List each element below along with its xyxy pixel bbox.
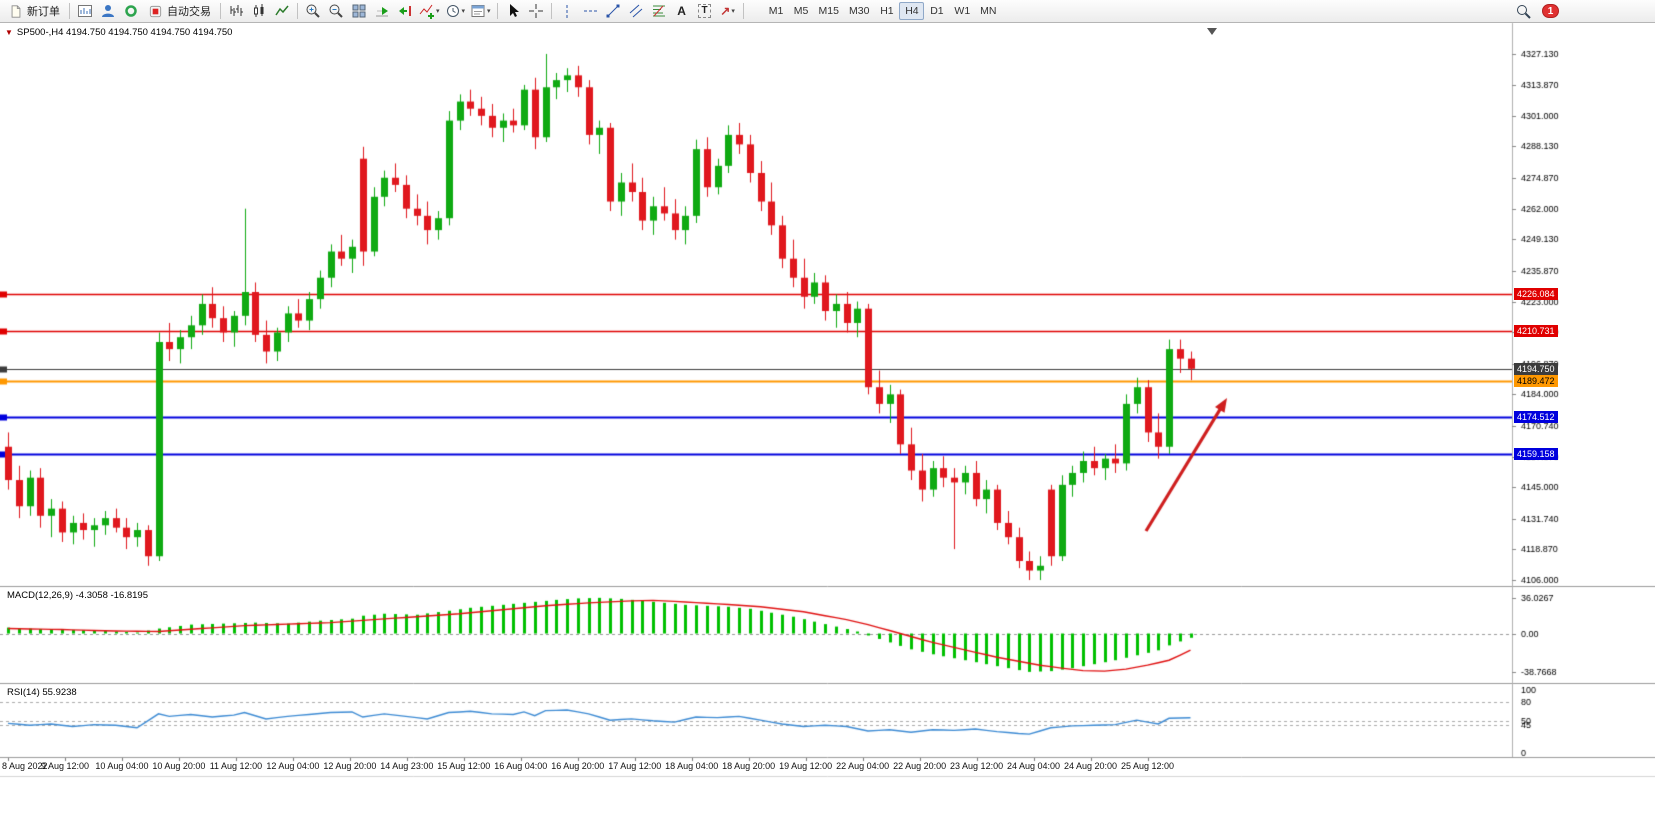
separator xyxy=(220,3,221,19)
charts-icon[interactable] xyxy=(74,1,96,21)
price-line-badge[interactable]: 4189.472 xyxy=(1514,375,1558,388)
separator xyxy=(297,3,298,19)
separator xyxy=(69,3,70,19)
price-line-badge[interactable]: 4226.084 xyxy=(1514,288,1558,301)
arrows-dropdown-caret[interactable]: ▾ xyxy=(731,7,735,15)
time-axis-label: 11 Aug 12:00 xyxy=(209,761,263,771)
time-axis-label: 17 Aug 12:00 xyxy=(608,761,662,771)
vertical-line-tool-icon[interactable] xyxy=(556,1,578,21)
new-order-button[interactable]: 新订单 xyxy=(4,1,65,21)
rsi-label: RSI(14) 55.9238 xyxy=(7,687,77,698)
templates-dropdown-caret[interactable]: ▾ xyxy=(487,7,491,15)
macd-label: MACD(12,26,9) -4.3058 -16.8195 xyxy=(7,590,148,601)
profile-icon[interactable] xyxy=(97,1,119,21)
time-axis-label: 9 Aug 12:00 xyxy=(40,761,89,771)
timeframe-button-m15[interactable]: M15 xyxy=(818,5,839,17)
label-tool-button[interactable]: T xyxy=(694,1,716,21)
chart-shift-marker[interactable] xyxy=(1207,28,1217,35)
templates-icon[interactable]: ▾ xyxy=(468,1,493,21)
new-order-label: 新订单 xyxy=(27,6,60,18)
auto-scroll-icon[interactable] xyxy=(371,1,393,21)
line-chart-type-icon[interactable] xyxy=(271,1,293,21)
price-line-badge[interactable]: 4210.731 xyxy=(1514,324,1558,337)
time-axis-label: 22 Aug 04:00 xyxy=(836,761,890,771)
price-line-badge[interactable]: 4159.158 xyxy=(1514,447,1558,460)
time-axis-label: 24 Aug 20:00 xyxy=(1063,761,1118,771)
indicators-icon[interactable]: ▾ xyxy=(417,1,442,21)
bar-chart-type-icon[interactable] xyxy=(225,1,247,21)
chart-window-icon: ▼ xyxy=(5,27,13,37)
timeframe-button-mn[interactable]: MN xyxy=(980,5,997,17)
time-axis-label: 12 Aug 20:00 xyxy=(323,761,377,771)
timeframe-button-h4[interactable]: H4 xyxy=(899,2,925,20)
text-tool-button[interactable]: A xyxy=(671,1,693,21)
time-axis-label: 12 Aug 04:00 xyxy=(266,761,320,771)
time-axis-label: 8 Aug 2022 xyxy=(2,761,48,771)
chart-title: ▼ SP500-,H4 4194.750 4194.750 4194.750 4… xyxy=(5,27,232,38)
time-axis-label: 16 Aug 04:00 xyxy=(494,761,548,771)
autotrading-icon xyxy=(149,5,162,17)
arrows-tool-icon: ↗ xyxy=(720,4,731,18)
time-axis-label: 22 Aug 20:00 xyxy=(893,761,947,771)
time-axis-label: 18 Aug 20:00 xyxy=(722,761,776,771)
time-axis-label: 19 Aug 12:00 xyxy=(779,761,833,771)
text-tool-icon: A xyxy=(677,4,686,18)
separator xyxy=(550,3,552,19)
trendline-tool-icon[interactable] xyxy=(602,1,624,21)
cursor-icon[interactable] xyxy=(502,1,524,21)
indicators-dropdown-caret[interactable]: ▾ xyxy=(436,7,440,15)
timeframe-button-m1[interactable]: M1 xyxy=(768,5,784,17)
time-axis-label: 18 Aug 04:00 xyxy=(665,761,719,771)
candlestick-chart-type-icon[interactable] xyxy=(248,1,270,21)
separator xyxy=(742,3,744,19)
search-icon[interactable] xyxy=(1512,1,1534,21)
time-axis-label: 23 Aug 12:00 xyxy=(950,761,1004,771)
zoom-out-icon[interactable] xyxy=(325,1,347,21)
timeframe-button-m30[interactable]: M30 xyxy=(848,5,870,17)
time-axis-label: 15 Aug 12:00 xyxy=(437,761,491,771)
timeframe-button-m5[interactable]: M5 xyxy=(793,5,809,17)
new-order-icon xyxy=(11,4,21,18)
tile-windows-icon[interactable] xyxy=(348,1,370,21)
time-axis-label: 14 Aug 23:00 xyxy=(380,761,434,771)
time-axis-label: 16 Aug 20:00 xyxy=(551,761,605,771)
chart-shift-icon[interactable] xyxy=(394,1,416,21)
price-line-badge[interactable]: 4194.750 xyxy=(1514,362,1558,375)
notification-badge[interactable]: 1 xyxy=(1542,4,1559,18)
chart-title-text: SP500-,H4 4194.750 4194.750 4194.750 419… xyxy=(16,27,233,38)
crosshair-icon[interactable] xyxy=(525,1,547,21)
time-axis-label: 10 Aug 04:00 xyxy=(95,761,149,771)
timeframe-group: M1 M5 M15 M30 H1 H4 D1 W1 MN xyxy=(764,2,1002,20)
time-axis-label: 25 Aug 12:00 xyxy=(1120,761,1175,771)
toolbar: 新订单 自动交易 ▾ ▾ xyxy=(0,0,1655,23)
channel-tool-icon[interactable] xyxy=(625,1,647,21)
arrows-tool-button[interactable]: ↗ ▾ xyxy=(717,1,739,21)
timeframe-button-w1[interactable]: W1 xyxy=(954,5,971,17)
time-axis-label: 10 Aug 20:00 xyxy=(152,761,206,771)
autotrading-label: 自动交易 xyxy=(167,6,211,18)
zoom-in-icon[interactable] xyxy=(302,1,324,21)
community-icon[interactable] xyxy=(120,1,142,21)
horizontal-line-tool-icon[interactable] xyxy=(579,1,601,21)
separator xyxy=(496,3,498,19)
time-axis-label: 24 Aug 04:00 xyxy=(1007,761,1061,771)
timeframe-button-d1[interactable]: D1 xyxy=(930,5,944,17)
fibonacci-tool-icon[interactable] xyxy=(648,1,670,21)
timeframe-button-h1[interactable]: H1 xyxy=(880,5,894,17)
toolbar-right-group: 1 xyxy=(1512,1,1559,21)
label-tool-icon: T xyxy=(698,4,711,18)
price-line-badge[interactable]: 4174.512 xyxy=(1514,410,1558,423)
periods-dropdown-caret[interactable]: ▾ xyxy=(461,7,466,15)
periods-icon[interactable]: ▾ xyxy=(443,1,468,21)
autotrading-button[interactable]: 自动交易 xyxy=(143,1,216,21)
